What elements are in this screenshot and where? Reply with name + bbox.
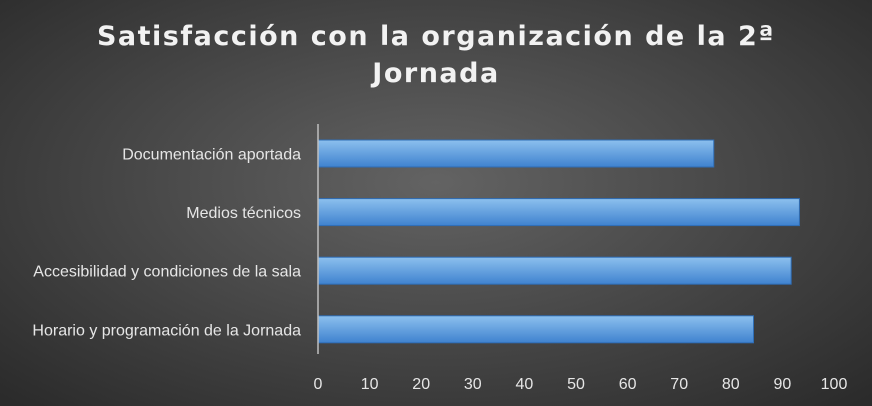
x-tick-label-9: 90	[774, 376, 792, 393]
bar-0	[317, 139, 715, 168]
bar-1	[317, 198, 800, 227]
category-label-2: Accesibilidad y condiciones de la sala	[33, 264, 301, 281]
category-label-0: Documentación aportada	[122, 147, 301, 164]
category-label-1: Medios técnicos	[186, 205, 301, 222]
chart-title: Satisfacción con la organización de la 2…	[60, 18, 812, 92]
x-tick-label-5: 50	[567, 376, 585, 393]
x-tick-label-7: 70	[670, 376, 688, 393]
category-label-3: Horario y programación de la Jornada	[32, 322, 301, 339]
x-tick-label-4: 40	[516, 376, 534, 393]
bar-2	[317, 256, 792, 285]
x-tick-label-6: 60	[619, 376, 637, 393]
chart-title-line-2: Jornada	[372, 58, 500, 89]
x-tick-label-10: 100	[821, 376, 848, 393]
x-tick-label-3: 30	[464, 376, 482, 393]
x-tick-label-0: 0	[314, 376, 323, 393]
x-tick-label-2: 20	[412, 376, 430, 393]
x-tick-label-8: 80	[722, 376, 740, 393]
x-tick-label-1: 10	[361, 376, 379, 393]
chart-title-line-1: Satisfacción con la organización de la 2…	[96, 21, 776, 52]
bar-3	[317, 315, 755, 344]
